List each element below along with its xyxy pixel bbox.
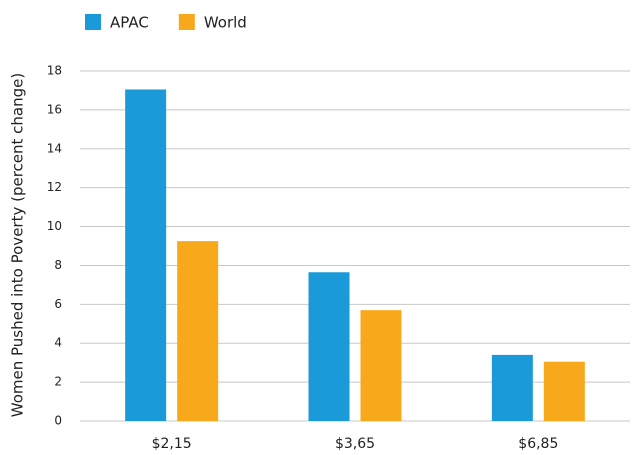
y-axis-label: Women Pushed into Poverty (percent chang…	[9, 73, 27, 418]
bar	[360, 310, 402, 421]
x-tick-label: $2,15	[152, 436, 192, 452]
y-tick-label: 8	[54, 258, 62, 272]
bar	[125, 89, 167, 421]
y-tick-label: 18	[47, 64, 62, 78]
x-tick-label: $3,65	[335, 436, 375, 452]
bar	[491, 354, 533, 421]
bar	[543, 361, 585, 421]
legend-swatch	[178, 14, 195, 30]
y-tick-label: 12	[47, 180, 62, 194]
y-tick-label: 0	[54, 414, 62, 428]
legend-label: APAC	[110, 14, 149, 32]
bar	[177, 241, 219, 421]
bar	[308, 272, 350, 421]
y-tick-label: 10	[47, 219, 62, 233]
y-tick-label: 2	[54, 375, 62, 389]
y-tick-label: 6	[54, 297, 62, 311]
legend-label: World	[204, 14, 247, 32]
y-tick-label: 16	[47, 102, 62, 116]
y-tick-label: 4	[54, 336, 62, 350]
y-tick-label: 14	[47, 141, 62, 155]
x-tick-label: $6,85	[518, 436, 558, 452]
legend-swatch	[85, 14, 101, 30]
